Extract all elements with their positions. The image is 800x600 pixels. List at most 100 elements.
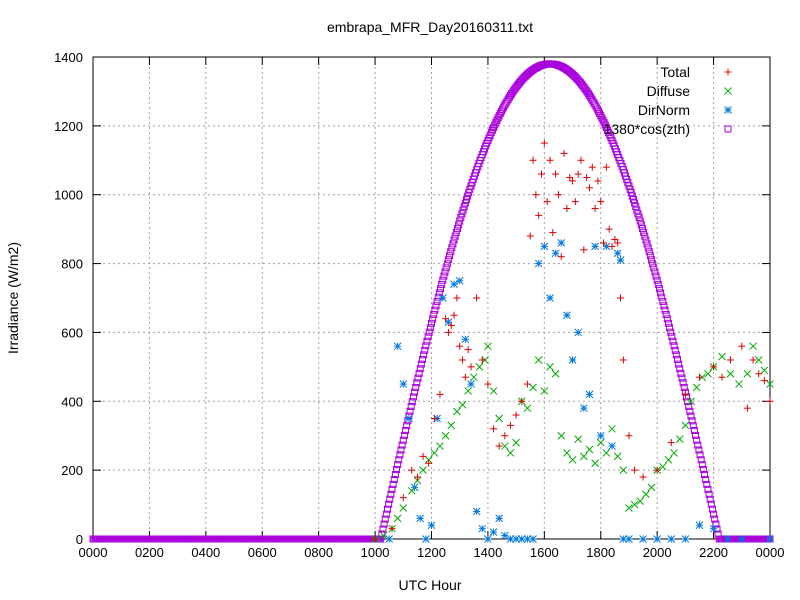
data-point — [554, 191, 562, 199]
data-point — [625, 535, 633, 543]
data-point — [709, 524, 718, 533]
data-point — [475, 363, 484, 371]
data-point — [705, 490, 713, 498]
x-tick-label: 1800 — [586, 545, 615, 560]
data-point — [574, 435, 583, 444]
data-point — [492, 119, 500, 127]
data-point — [670, 449, 678, 457]
data-point — [596, 438, 605, 447]
data-point — [412, 383, 420, 391]
x-tick-label: 0000 — [79, 545, 108, 560]
data-point — [636, 497, 645, 505]
data-point — [695, 521, 704, 530]
data-point — [718, 373, 726, 381]
legend-label: Total — [660, 64, 690, 80]
data-point — [495, 514, 504, 523]
data-point — [661, 306, 669, 314]
data-point — [737, 535, 746, 543]
data-point — [447, 248, 455, 256]
data-point — [707, 500, 715, 508]
data-point — [594, 107, 602, 115]
data-point — [613, 249, 622, 258]
x-tick-label: 0800 — [304, 545, 333, 560]
data-point — [552, 170, 560, 178]
data-point — [735, 380, 743, 388]
data-point — [666, 324, 674, 332]
data-point — [568, 455, 577, 464]
data-point — [692, 383, 701, 392]
data-point — [464, 387, 473, 395]
data-point — [489, 528, 498, 536]
data-point — [416, 514, 425, 523]
data-point — [647, 483, 656, 492]
data-point — [478, 356, 486, 364]
data-point — [546, 156, 554, 164]
data-point — [625, 504, 633, 512]
data-point — [605, 225, 613, 233]
data-point — [653, 535, 662, 543]
data-point — [655, 285, 663, 293]
data-point — [738, 342, 746, 350]
data-point — [424, 333, 432, 341]
data-point — [534, 356, 543, 364]
data-point — [446, 252, 454, 260]
data-point — [512, 411, 520, 419]
data-point — [388, 485, 396, 493]
data-point — [430, 310, 438, 318]
data-point — [397, 446, 405, 454]
data-point — [455, 276, 464, 285]
data-point — [458, 210, 466, 218]
data-point — [546, 363, 554, 371]
data-point — [710, 510, 718, 518]
data-point — [452, 228, 460, 236]
data-point — [698, 461, 706, 469]
data-point — [631, 199, 639, 207]
data-point — [597, 112, 605, 120]
data-point — [600, 239, 608, 247]
data-point — [456, 217, 464, 225]
data-point — [585, 445, 594, 454]
data-point — [442, 315, 450, 323]
data-point — [407, 486, 416, 495]
data-point — [690, 427, 698, 435]
data-point — [523, 404, 532, 413]
data-point — [663, 315, 671, 323]
data-point — [380, 520, 388, 528]
legend-label: Diffuse — [647, 83, 691, 99]
x-tick-label: 1600 — [530, 545, 559, 560]
data-point — [430, 415, 438, 422]
data-point — [382, 510, 390, 518]
data-point — [453, 407, 461, 416]
data-point — [444, 256, 452, 264]
data-point — [608, 242, 616, 250]
data-point — [563, 204, 571, 212]
data-point — [686, 407, 694, 415]
y-tick-label: 400 — [61, 394, 83, 409]
data-point — [529, 383, 537, 392]
data-point — [600, 119, 608, 127]
data-point — [416, 365, 424, 373]
data-point — [459, 356, 467, 364]
data-point — [517, 535, 526, 543]
data-point — [579, 404, 588, 413]
data-point — [669, 337, 677, 345]
data-point — [386, 495, 394, 503]
data-point — [406, 407, 414, 415]
data-point — [668, 333, 676, 341]
data-point — [395, 456, 403, 464]
data-point — [635, 213, 643, 221]
data-point — [743, 369, 752, 378]
data-point — [427, 521, 436, 530]
data-point — [379, 525, 387, 533]
data-point — [529, 156, 537, 164]
data-point — [588, 163, 596, 171]
grid-lines — [93, 57, 770, 539]
data-point — [654, 280, 662, 288]
data-point — [766, 397, 774, 405]
data-point — [754, 356, 763, 364]
data-point — [419, 466, 427, 474]
series-layer — [89, 60, 774, 543]
data-point — [662, 310, 670, 318]
data-point — [613, 452, 622, 461]
data-point — [625, 432, 633, 440]
